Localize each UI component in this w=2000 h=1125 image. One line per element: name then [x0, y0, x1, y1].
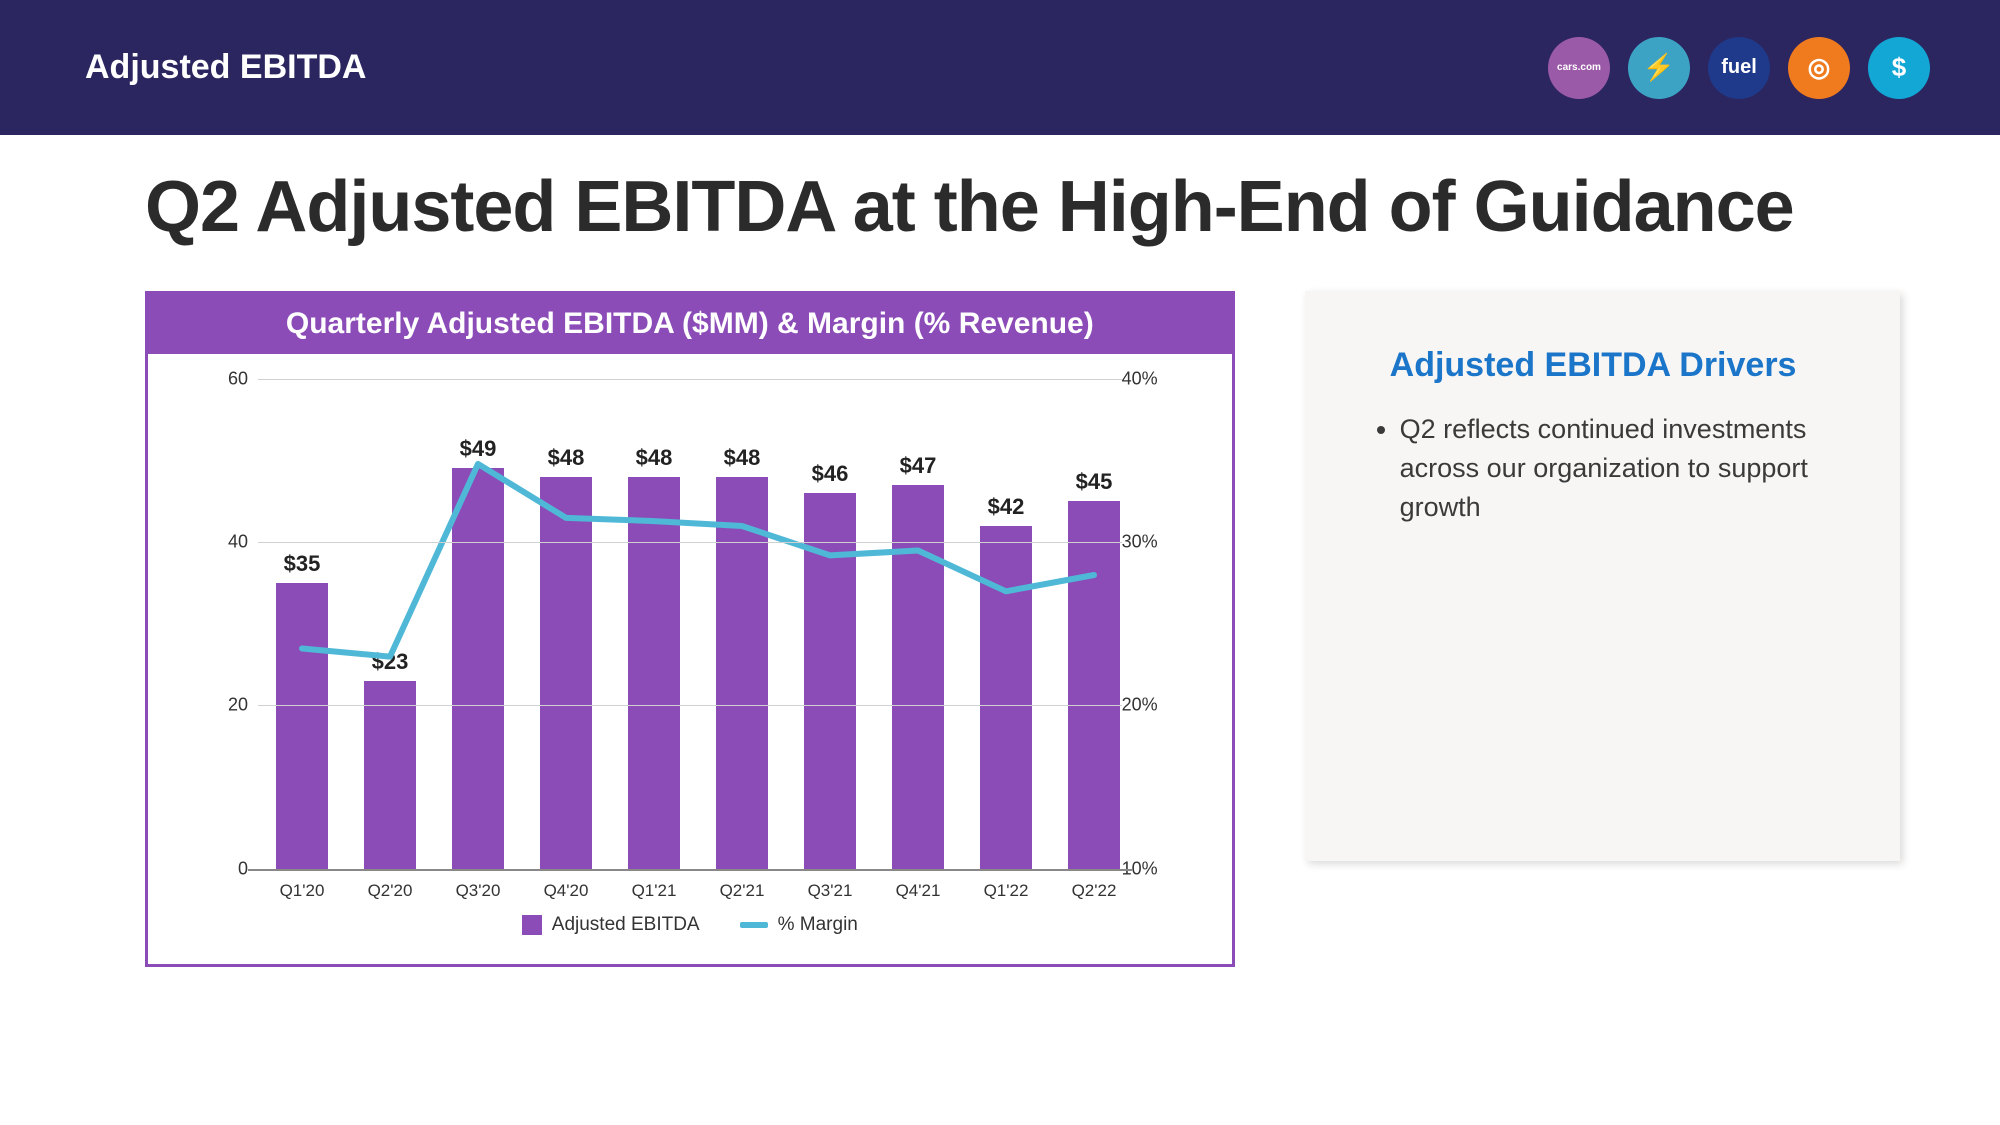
x-tick: Q3'21 — [808, 881, 853, 901]
x-tick: Q2'21 — [720, 881, 765, 901]
dealer-inspire-icon: ⚡ — [1628, 37, 1690, 99]
legend-swatch-line — [740, 922, 768, 928]
x-tick: Q4'20 — [544, 881, 589, 901]
y-axis-left: 0204060 — [198, 379, 248, 869]
x-tick: Q4'21 — [896, 881, 941, 901]
drivers-bullet: Q2 reflects continued investments across… — [1400, 410, 1845, 527]
y-left-tick: 20 — [228, 695, 248, 716]
header-title: Adjusted EBITDA — [85, 48, 366, 87]
x-tick: Q1'21 — [632, 881, 677, 901]
x-tick: Q1'22 — [984, 881, 1029, 901]
gridline — [258, 542, 1122, 543]
fuel-icon: fuel — [1708, 37, 1770, 99]
legend-label: Adjusted EBITDA — [552, 914, 700, 936]
x-tick: Q2'22 — [1072, 881, 1117, 901]
chart-legend: Adjusted EBITDA % Margin — [208, 869, 1172, 936]
chart-body: 0204060 10%20%30%40% $35Q1'20$23Q2'20$49… — [148, 354, 1232, 964]
x-tick: Q2'20 — [368, 881, 413, 901]
legend-swatch-bar — [522, 915, 542, 935]
drivers-list: Q2 reflects continued investments across… — [1360, 410, 1845, 527]
ebitda-chart-card: Quarterly Adjusted EBITDA ($MM) & Margin… — [145, 291, 1235, 967]
y-left-tick: 60 — [228, 368, 248, 389]
accutrade-icon: $ — [1868, 37, 1930, 99]
page-title: Q2 Adjusted EBITDA at the High-End of Gu… — [145, 170, 1900, 246]
header-icon-row: cars.com ⚡ fuel ◎ $ — [1548, 37, 1930, 99]
baseline — [248, 869, 1132, 871]
gridline — [258, 705, 1122, 706]
main-content: Q2 Adjusted EBITDA at the High-End of Gu… — [0, 135, 2000, 967]
y-left-tick: 0 — [238, 858, 248, 879]
legend-item: % Margin — [740, 914, 858, 936]
y-left-tick: 40 — [228, 531, 248, 552]
x-tick: Q3'20 — [456, 881, 501, 901]
creditiq-icon: ◎ — [1788, 37, 1850, 99]
legend-item: Adjusted EBITDA — [522, 914, 700, 936]
drivers-card: Adjusted EBITDA Drivers Q2 reflects cont… — [1305, 291, 1900, 861]
plot-area: 0204060 10%20%30%40% $35Q1'20$23Q2'20$49… — [208, 379, 1172, 869]
x-tick: Q1'20 — [280, 881, 325, 901]
chart-title: Quarterly Adjusted EBITDA ($MM) & Margin… — [148, 294, 1232, 354]
drivers-title: Adjusted EBITDA Drivers — [1390, 346, 1845, 385]
content-row: Quarterly Adjusted EBITDA ($MM) & Margin… — [145, 291, 1900, 967]
header-bar: Adjusted EBITDA cars.com ⚡ fuel ◎ $ — [0, 0, 2000, 135]
legend-label: % Margin — [778, 914, 858, 936]
gridline — [258, 379, 1122, 380]
margin-line — [302, 464, 1094, 657]
line-layer — [258, 379, 1138, 869]
cars-icon: cars.com — [1548, 37, 1610, 99]
